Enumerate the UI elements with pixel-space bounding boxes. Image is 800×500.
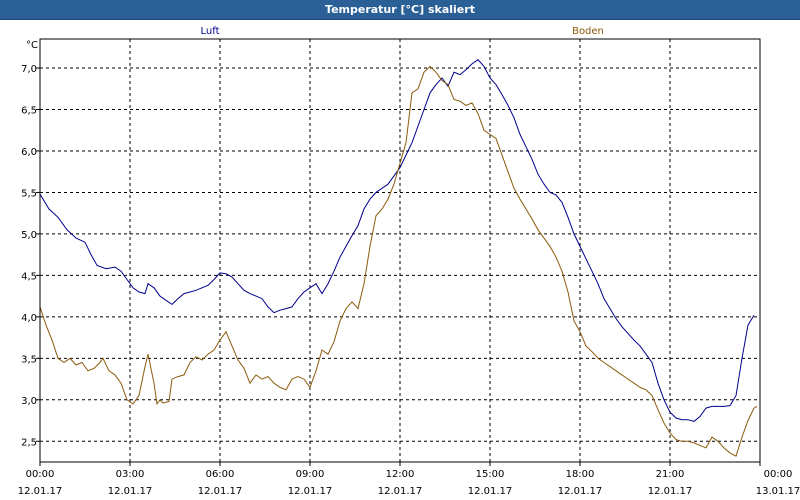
window-title: Temperatur [°C] skaliert xyxy=(0,0,800,20)
x-tick-date: 13.01.17 xyxy=(756,486,800,497)
x-tick-time: 15:00 xyxy=(476,469,505,480)
legend-boden: Boden xyxy=(572,26,604,37)
x-tick-date: 12.01.17 xyxy=(378,486,423,497)
x-tick-time: 21:00 xyxy=(656,469,685,480)
x-tick-time: 00:00 xyxy=(764,469,793,480)
y-tick-label: 4,5 xyxy=(21,271,37,282)
y-tick-label: 4,0 xyxy=(21,313,37,324)
legend: Luft Boden xyxy=(201,26,604,37)
y-tick-label: 5,0 xyxy=(21,230,37,241)
series-line-luft xyxy=(39,59,755,422)
y-tick-label: 3,5 xyxy=(21,354,37,365)
series-lines xyxy=(39,59,758,457)
x-tick-time: 06:00 xyxy=(206,469,235,480)
x-tick-date: 12.01.17 xyxy=(648,486,693,497)
legend-luft: Luft xyxy=(201,26,220,37)
x-tick-date: 12.01.17 xyxy=(198,486,243,497)
x-tick-date: 12.01.17 xyxy=(468,486,513,497)
x-tick-date: 12.01.17 xyxy=(108,486,153,497)
x-tick-date: 12.01.17 xyxy=(18,486,63,497)
x-tick-time: 09:00 xyxy=(296,469,325,480)
y-tick-label: 3,0 xyxy=(21,396,37,407)
series-line-boden xyxy=(39,65,758,457)
x-tick-date: 12.01.17 xyxy=(558,486,603,497)
x-tick-time: 18:00 xyxy=(566,469,595,480)
y-axis: °C 2,5 3,0 3,5 4,0 4,5 5,0 5,5 6,0 6,5 7,0 xyxy=(21,40,40,448)
x-tick-time: 00:00 xyxy=(26,469,55,480)
y-axis-unit: °C xyxy=(26,40,38,51)
y-tick-label: 7,0 xyxy=(21,64,37,75)
x-tick-time: 03:00 xyxy=(116,469,145,480)
grid xyxy=(40,39,760,462)
temperature-chart: °C 2,5 3,0 3,5 4,0 4,5 5,0 5,5 6,0 6,5 7,0 00:00 12… xyxy=(18,26,800,497)
y-tick-label: 5,5 xyxy=(21,188,37,199)
x-axis: 00:00 12.01.17 03:00 12.01.17 06:00 12.01.17 0… xyxy=(18,462,800,497)
x-tick-date: 12.01.17 xyxy=(288,486,333,497)
x-tick-time: 12:00 xyxy=(386,469,415,480)
y-tick-label: 2,5 xyxy=(21,437,37,448)
y-tick-label: 6,0 xyxy=(21,147,37,158)
y-tick-label: 6,5 xyxy=(21,106,37,117)
